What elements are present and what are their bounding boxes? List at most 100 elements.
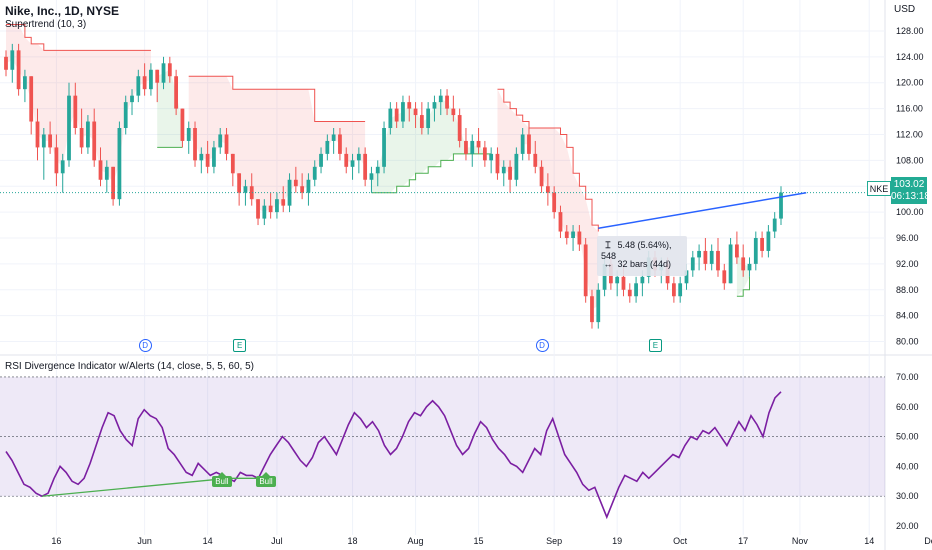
candle-body[interactable] xyxy=(161,63,166,83)
candle-body[interactable] xyxy=(394,108,399,122)
earnings-marker[interactable]: E xyxy=(648,339,662,352)
candle-body[interactable] xyxy=(533,153,538,167)
candle-body[interactable] xyxy=(312,166,317,180)
dividend-marker[interactable]: D xyxy=(535,339,549,352)
candle-body[interactable] xyxy=(130,95,134,103)
candle-body[interactable] xyxy=(23,76,27,90)
candle-body[interactable] xyxy=(262,205,267,219)
candle-body[interactable] xyxy=(350,160,355,167)
candle-body[interactable] xyxy=(476,140,481,148)
candle-body[interactable] xyxy=(564,231,569,238)
candle-body[interactable] xyxy=(344,153,349,167)
candle-body[interactable] xyxy=(375,166,380,174)
candle-body[interactable] xyxy=(615,276,620,284)
candle-body[interactable] xyxy=(577,231,582,245)
candle-body[interactable] xyxy=(514,153,519,180)
candle-body[interactable] xyxy=(671,283,676,297)
candle-body[interactable] xyxy=(760,238,764,251)
candle-body[interactable] xyxy=(640,276,645,284)
candle-body[interactable] xyxy=(545,186,550,193)
candle-body[interactable] xyxy=(508,166,512,180)
candle-body[interactable] xyxy=(186,128,191,141)
candle-body[interactable] xyxy=(590,296,594,323)
candle-body[interactable] xyxy=(230,153,235,174)
candle-body[interactable] xyxy=(268,205,273,213)
candle-body[interactable] xyxy=(338,134,342,154)
supertrend-legend[interactable]: Supertrend (10, 3) xyxy=(5,19,87,30)
candle-body[interactable] xyxy=(136,76,141,96)
candle-body[interactable] xyxy=(709,250,714,264)
candle-body[interactable] xyxy=(60,160,65,174)
candle-body[interactable] xyxy=(212,147,216,167)
candle-body[interactable] xyxy=(627,289,632,297)
candle-body[interactable] xyxy=(527,134,531,154)
candle-body[interactable] xyxy=(123,102,128,128)
candle-body[interactable] xyxy=(331,134,336,141)
candle-body[interactable] xyxy=(180,108,185,141)
candle-body[interactable] xyxy=(142,76,147,90)
candle-body[interactable] xyxy=(407,102,412,109)
candle-body[interactable] xyxy=(243,186,248,193)
candle-body[interactable] xyxy=(697,250,701,258)
candle-body[interactable] xyxy=(464,140,468,154)
candle-body[interactable] xyxy=(426,108,431,128)
candle-body[interactable] xyxy=(684,270,689,284)
candle-body[interactable] xyxy=(634,283,638,297)
candle-body[interactable] xyxy=(356,153,361,161)
candle-body[interactable] xyxy=(167,63,172,77)
candle-body[interactable] xyxy=(401,102,405,122)
candle-body[interactable] xyxy=(111,166,116,200)
candle-body[interactable] xyxy=(174,76,179,109)
candle-body[interactable] xyxy=(382,128,386,167)
candle-body[interactable] xyxy=(678,283,683,297)
candle-body[interactable] xyxy=(10,50,15,70)
candle-body[interactable] xyxy=(369,173,374,180)
candle-body[interactable] xyxy=(747,263,752,271)
candle-body[interactable] xyxy=(766,231,771,251)
candle-body[interactable] xyxy=(539,166,544,187)
candle-body[interactable] xyxy=(35,121,40,148)
candle-body[interactable] xyxy=(319,153,323,167)
candle-body[interactable] xyxy=(703,250,708,264)
candle-body[interactable] xyxy=(92,121,97,161)
candle-body[interactable] xyxy=(306,179,311,193)
candle-body[interactable] xyxy=(419,115,424,128)
candle-body[interactable] xyxy=(445,95,449,109)
candle-body[interactable] xyxy=(48,134,52,148)
candle-body[interactable] xyxy=(438,95,443,103)
candle-body[interactable] xyxy=(4,56,8,70)
candle-body[interactable] xyxy=(79,128,84,148)
candle-body[interactable] xyxy=(29,76,34,122)
candle-body[interactable] xyxy=(558,212,563,232)
candle-body[interactable] xyxy=(596,289,601,323)
candle-body[interactable] xyxy=(67,95,71,161)
earnings-marker[interactable]: E xyxy=(233,339,247,352)
candle-body[interactable] xyxy=(86,121,90,148)
candle-body[interactable] xyxy=(489,153,494,161)
candle-body[interactable] xyxy=(520,134,525,154)
candle-body[interactable] xyxy=(413,108,418,116)
candle-body[interactable] xyxy=(98,160,103,180)
dividend-marker[interactable]: D xyxy=(138,339,152,352)
candle-body[interactable] xyxy=(104,166,109,180)
candle-body[interactable] xyxy=(621,276,626,290)
candle-body[interactable] xyxy=(281,199,286,206)
rsi-legend[interactable]: RSI Divergence Indicator w/Alerts (14, c… xyxy=(5,361,254,372)
candle-body[interactable] xyxy=(501,166,506,174)
candle-body[interactable] xyxy=(224,134,229,154)
candle-body[interactable] xyxy=(457,115,462,141)
candle-body[interactable] xyxy=(716,250,720,271)
candle-body[interactable] xyxy=(779,192,783,219)
candle-body[interactable] xyxy=(388,108,393,128)
candle-body[interactable] xyxy=(482,147,487,161)
candle-body[interactable] xyxy=(325,140,330,154)
candle-body[interactable] xyxy=(249,186,254,200)
candle-body[interactable] xyxy=(117,128,122,200)
candle-body[interactable] xyxy=(571,231,575,238)
candle-body[interactable] xyxy=(193,128,197,161)
candle-body[interactable] xyxy=(451,108,456,116)
candle-body[interactable] xyxy=(753,238,758,264)
candle-body[interactable] xyxy=(155,69,160,83)
candle-body[interactable] xyxy=(602,263,607,290)
candle-body[interactable] xyxy=(690,257,695,271)
